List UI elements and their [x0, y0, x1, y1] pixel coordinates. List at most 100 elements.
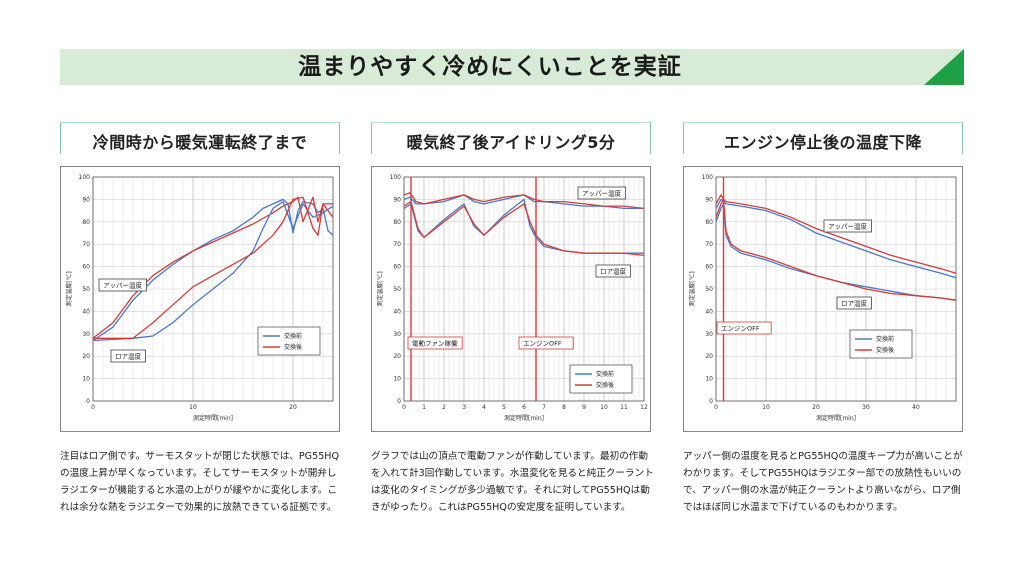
annotation-label: 電動ファン稼働: [412, 339, 458, 348]
series-line: [93, 196, 333, 339]
x-tick-label: 0: [91, 404, 95, 411]
y-tick-label: 60: [393, 264, 401, 271]
plot-area-frame: [715, 176, 957, 402]
x-tick-label: 12: [640, 404, 648, 411]
plot-area-frame: [92, 176, 334, 402]
chart-warmup: 0 10 20 30 40 50 60 70 80 90 100 0 10 20 測定時間[min] 測定温度…: [65, 174, 334, 422]
y-tick-label: 70: [705, 241, 713, 248]
x-tick-label: 11: [620, 404, 628, 411]
series-line: [92, 196, 334, 339]
annotation-label: アッパー温度: [828, 222, 868, 231]
legend-box: [257, 326, 321, 356]
y-tick-label: 50: [393, 286, 401, 293]
x-axis-label: 測定時間[min]: [816, 414, 856, 422]
y-tick-label: 20: [393, 353, 401, 360]
y-tick-label: 40: [82, 308, 90, 315]
y-axis-label: 測定温度[℃]: [688, 271, 696, 306]
series-line: [715, 198, 957, 301]
legend-entry: 交換後: [876, 346, 894, 354]
y-tick-label: 60: [82, 264, 90, 271]
annotation-box: [110, 349, 146, 363]
annotation-label: ロア温度: [600, 267, 627, 276]
annotation-box: [823, 219, 872, 233]
panel-header: [371, 122, 651, 154]
y-tick-label: 30: [82, 331, 90, 338]
y-tick-label: 30: [705, 331, 713, 338]
y-tick-label: 80: [393, 219, 401, 226]
chart-cooldown: 0 10 20 30 40 50 60 70 80 90 100 0 10 20 30 40 測定時間[min]…: [688, 174, 957, 422]
panel-title: 暖気終了後アイドリング5分: [406, 133, 616, 152]
x-axis-label: 測定時間[min]: [193, 414, 233, 422]
y-tick-label: 0: [709, 398, 713, 405]
y-tick-label: 60: [705, 264, 713, 271]
legend-entry: 交換前: [284, 332, 302, 340]
y-tick-label: 90: [82, 196, 90, 203]
series-line: [403, 194, 644, 210]
plot-area-frame: [403, 176, 645, 402]
x-tick-label: 30: [862, 404, 870, 411]
y-tick-label: 30: [393, 331, 401, 338]
chart-frame: 0 10 20 30 40 50 60 70 80 90 100 0 1 2 3 4 5 6 7 8 9 10 11 12 測定…: [371, 166, 651, 432]
y-tick-label: 100: [702, 174, 714, 181]
annotation-label: アッパー温度: [103, 281, 143, 290]
y-tick-label: 10: [393, 376, 401, 383]
x-tick-label: 5: [502, 404, 506, 411]
legend-entry: 交換後: [596, 381, 614, 389]
y-axis-label: 測定温度[℃]: [376, 271, 384, 306]
panel-title: 冷間時から暖気運転終了まで: [92, 133, 308, 152]
y-tick-label: 20: [82, 353, 90, 360]
y-tick-label: 80: [705, 219, 713, 226]
legend-entry: 交換後: [284, 343, 302, 351]
x-tick-label: 3: [462, 404, 466, 411]
annotation-box: [577, 186, 626, 200]
x-tick-label: 2: [442, 404, 446, 411]
legend-box: [849, 329, 913, 359]
annotation-box: [595, 264, 631, 278]
y-tick-label: 10: [82, 376, 90, 383]
x-tick-label: 4: [482, 404, 486, 411]
y-tick-label: 100: [390, 174, 402, 181]
annotation-box: [407, 336, 463, 350]
x-tick-label: 10: [600, 404, 608, 411]
y-tick-label: 0: [397, 398, 401, 405]
y-tick-label: 0: [86, 398, 90, 405]
x-tick-label: 8: [562, 404, 566, 411]
panel-header: [683, 122, 963, 154]
panel-title: エンジン停止後の温度下降: [723, 133, 922, 152]
y-tick-label: 50: [705, 286, 713, 293]
x-tick-label: 10: [189, 404, 197, 411]
annotation-label: アッパー温度: [582, 189, 622, 198]
y-tick-label: 50: [82, 286, 90, 293]
annotation-label: ロア温度: [841, 299, 868, 308]
x-tick-label: 0: [714, 404, 718, 411]
page-title: 温まりやすく冷めにくいことを実証: [298, 54, 682, 80]
banner-corner-triangle: [924, 49, 964, 85]
x-tick-label: 20: [812, 404, 820, 411]
chart-frame: 0 10 20 30 40 50 60 70 80 90 100 0 10 20 30 40 測定時間[min]…: [683, 166, 963, 432]
y-axis-label: 測定温度[℃]: [65, 271, 73, 306]
annotation-label: エンジンOFF: [523, 340, 562, 348]
panel-description: グラフでは山の頂点で電動ファンが作動しています。最初の作動を入れて計3回作動して…: [371, 451, 654, 513]
x-tick-label: 9: [582, 404, 586, 411]
annotation-label: ロア温度: [115, 352, 142, 361]
x-axis-label: 測定時間[min]: [504, 414, 544, 422]
x-tick-label: 0: [402, 404, 406, 411]
chart-frame: 0 10 20 30 40 50 60 70 80 90 100 0 10 20 測定時間[min] 測定温度…: [60, 166, 340, 432]
annotation-box: [518, 336, 574, 350]
panel-header: [60, 122, 340, 154]
x-tick-label: 10: [762, 404, 770, 411]
x-tick-label: 20: [289, 404, 297, 411]
legend-entry: 交換前: [596, 370, 614, 378]
annotation-label: エンジンOFF: [721, 325, 760, 333]
series-line: [92, 200, 334, 342]
y-tick-label: 80: [82, 219, 90, 226]
legend-entry: 交換前: [876, 335, 894, 343]
annotation-box: [836, 296, 872, 310]
y-tick-label: 20: [705, 353, 713, 360]
annotation-box: [716, 321, 772, 335]
legend-box: [569, 364, 633, 394]
y-tick-label: 70: [82, 241, 90, 248]
annotation-box: [98, 278, 147, 292]
series-line: [92, 198, 334, 342]
